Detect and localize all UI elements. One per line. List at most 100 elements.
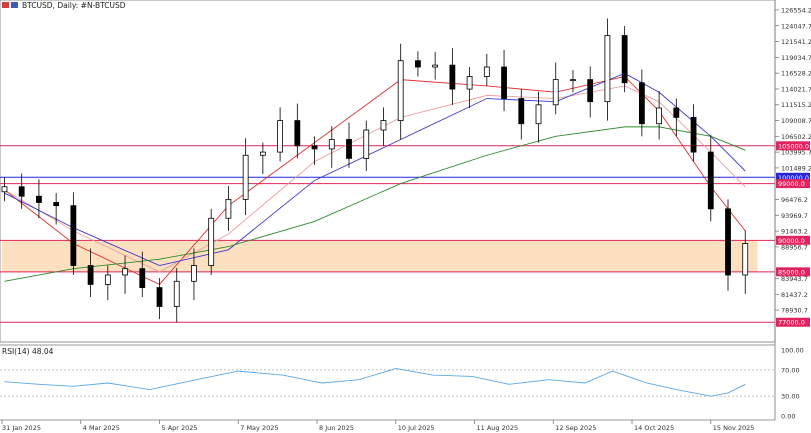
rsi-level-label-0: 100.00 <box>781 347 804 355</box>
candle-36 <box>621 26 628 93</box>
candle-29 <box>501 50 507 112</box>
support-zone <box>2 240 758 272</box>
price-tick-label-14: 88956.7 <box>781 243 808 251</box>
candle-body-22 <box>380 120 387 131</box>
candle-body-8 <box>139 268 146 288</box>
candle-34 <box>587 66 594 118</box>
candle-35 <box>604 18 611 121</box>
candle-32 <box>552 62 559 115</box>
candle-body-21 <box>363 129 370 159</box>
ma-line-2 <box>4 85 746 273</box>
candle-38 <box>656 90 662 140</box>
price-tick-label-13: 91463.2 <box>781 228 808 236</box>
candle-body-40 <box>690 117 697 153</box>
candle-10 <box>173 268 180 323</box>
candle-body-37 <box>638 82 645 125</box>
price-tick-label-3: 119034.7 <box>781 54 811 62</box>
candle-body-27 <box>466 76 473 90</box>
price-tick-label-2: 121541.2 <box>781 38 811 46</box>
candle-body-20 <box>346 139 352 159</box>
candle-20 <box>346 122 352 168</box>
candle-0 <box>1 177 8 202</box>
price-axis: 126554.2 124047.7 121541.2 119034.7 116528.2… <box>775 6 811 315</box>
candle-12 <box>208 208 215 275</box>
price-tick-label-7: 109008.7 <box>781 117 811 125</box>
candle-7 <box>122 255 128 294</box>
candle-41 <box>707 135 714 222</box>
candle-body-16 <box>277 120 283 153</box>
candle-28 <box>483 53 490 86</box>
level-tag-0: 105000.0 <box>778 142 809 150</box>
date-tick-label-3: 7 May 2025 <box>240 424 278 432</box>
candle-body-34 <box>587 79 594 103</box>
price-tick-label-16: 81437.2 <box>781 291 808 299</box>
candle-body-33 <box>570 79 576 82</box>
candle-body-28 <box>483 66 490 77</box>
date-tick-label-5: 10 Jul 2025 <box>398 424 435 432</box>
rsi-level-label-2: 30.00 <box>781 393 800 401</box>
date-tick-label-4: 8 Jun 2025 <box>319 424 354 432</box>
price-tick-label-6: 111515.2 <box>781 101 811 109</box>
price-tick-label-8: 106502.2 <box>781 133 811 141</box>
date-tick-label-8: 14 Oct 2025 <box>634 424 674 432</box>
level-tag-bg-3 <box>776 235 810 245</box>
candle-body-35 <box>604 35 611 103</box>
candle-37 <box>638 69 645 137</box>
date-tick-label-6: 11 Aug 2025 <box>477 424 519 432</box>
candle-5 <box>87 248 94 298</box>
price-tick-label-11: 96476.2 <box>781 196 808 204</box>
candle-14 <box>242 138 249 216</box>
candle-26 <box>449 48 456 105</box>
price-tick-label-15: 83943.7 <box>781 275 808 283</box>
date-tick-label-7: 12 Sep 2025 <box>555 424 596 432</box>
candle-body-38 <box>656 107 662 125</box>
candle-43 <box>742 230 749 294</box>
candle-body-32 <box>552 79 559 106</box>
level-tag-bg-0 <box>776 141 810 151</box>
candle-19 <box>328 126 335 168</box>
candle-11 <box>191 248 197 301</box>
candle-30 <box>518 89 525 140</box>
candle-body-31 <box>535 104 542 125</box>
price-tick-label-1: 124047.7 <box>781 22 811 30</box>
candle-25 <box>432 51 439 80</box>
price-tick-label-0: 126554.2 <box>781 6 811 14</box>
ma-line-4 <box>4 126 746 282</box>
candle-body-18 <box>311 145 318 150</box>
candle-42 <box>725 199 731 291</box>
candle-2 <box>36 179 42 219</box>
symbol-icon <box>2 2 9 8</box>
candle-22 <box>380 107 387 146</box>
candle-33 <box>570 70 576 93</box>
candle-body-25 <box>432 64 439 68</box>
level-tag-bg-1 <box>776 172 810 182</box>
level-tag-5: 77000.0 <box>778 319 805 327</box>
level-tag-4: 85000.0 <box>778 268 805 276</box>
price-tick-label-10: 101489.2 <box>781 164 811 172</box>
candle-body-7 <box>122 268 128 276</box>
candle-body-42 <box>725 208 731 276</box>
candle-body-3 <box>53 202 60 207</box>
price-tick-label-9: 103995.7 <box>781 149 811 157</box>
price-tick-label-17: 78930.7 <box>781 307 808 315</box>
date-tick-label-2: 5 Apr 2025 <box>162 424 198 432</box>
candle-body-0 <box>1 186 8 193</box>
candle-body-1 <box>18 186 25 197</box>
price-tick-label-4: 116528.2 <box>781 70 811 78</box>
rsi-level-label-3: 0.00 <box>781 413 795 421</box>
price-tick-label-5: 114021.7 <box>781 85 811 93</box>
candle-body-26 <box>449 64 456 90</box>
candle-body-43 <box>742 243 749 276</box>
candle-body-9 <box>156 287 163 307</box>
level-tag-2: 99000.0 <box>778 180 805 188</box>
candle-body-30 <box>518 98 525 125</box>
candle-16 <box>277 107 283 162</box>
level-tag-bg-5 <box>776 317 810 327</box>
candle-body-12 <box>208 217 215 266</box>
candle-body-13 <box>225 198 232 219</box>
candle-17 <box>294 103 301 159</box>
candle-body-41 <box>707 151 714 210</box>
candle-40 <box>690 104 697 162</box>
